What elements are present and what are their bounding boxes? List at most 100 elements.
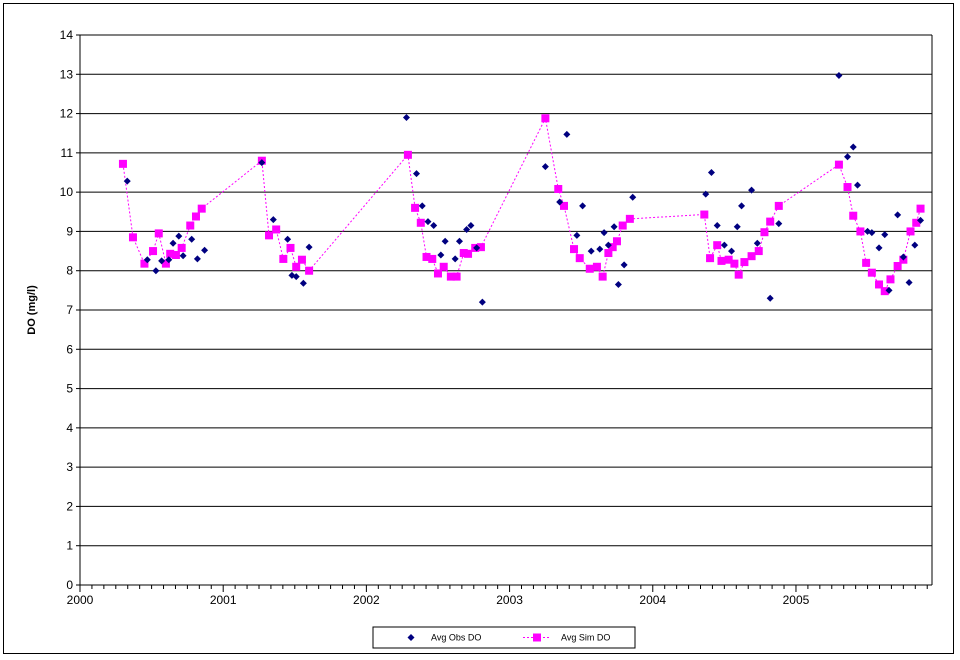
data-point-avg-sim-do xyxy=(197,204,206,213)
data-point-avg-sim-do xyxy=(559,201,568,210)
data-point-avg-obs-do xyxy=(713,222,721,230)
data-point-avg-sim-do xyxy=(272,225,281,234)
data-point-avg-obs-do xyxy=(738,202,746,210)
data-point-avg-sim-do xyxy=(906,227,915,236)
data-point-avg-obs-do xyxy=(299,279,307,287)
data-point-avg-sim-do xyxy=(171,251,180,259)
data-point-avg-sim-do xyxy=(161,259,170,268)
data-point-avg-obs-do xyxy=(579,202,587,210)
x-tick-label: 2001 xyxy=(210,593,237,607)
data-point-avg-obs-do xyxy=(292,273,300,281)
data-point-avg-sim-do xyxy=(118,159,127,168)
data-point-avg-obs-do xyxy=(766,294,774,302)
x-tick-label: 2004 xyxy=(639,593,666,607)
data-point-avg-sim-do xyxy=(893,262,902,270)
data-point-avg-obs-do xyxy=(179,252,187,260)
data-point-avg-sim-do xyxy=(428,254,437,263)
data-point-avg-obs-do xyxy=(720,241,728,249)
data-point-avg-sim-do xyxy=(585,264,594,273)
y-tick-label: 5 xyxy=(66,382,73,396)
data-point-avg-obs-do xyxy=(775,220,783,228)
data-point-avg-obs-do xyxy=(556,198,564,206)
data-point-avg-sim-do xyxy=(575,254,584,263)
data-point-avg-sim-do xyxy=(439,262,448,271)
data-point-avg-obs-do xyxy=(587,247,595,255)
x-tick-label: 2003 xyxy=(496,593,523,607)
data-point-avg-sim-do xyxy=(604,249,613,258)
y-tick-label: 1 xyxy=(66,539,73,553)
data-point-avg-obs-do xyxy=(402,114,410,121)
data-point-avg-sim-do xyxy=(625,214,634,223)
data-point-avg-obs-do xyxy=(748,186,756,194)
data-point-avg-sim-do xyxy=(416,218,425,227)
data-point-avg-obs-do xyxy=(424,218,432,226)
data-point-avg-sim-do xyxy=(279,254,288,263)
data-point-avg-sim-do xyxy=(191,212,200,221)
x-tick-label: 2005 xyxy=(783,593,810,607)
data-point-avg-obs-do xyxy=(541,163,549,171)
data-point-avg-obs-do xyxy=(854,181,862,189)
data-point-avg-obs-do xyxy=(614,280,622,288)
data-point-avg-sim-do xyxy=(916,204,925,213)
data-point-avg-obs-do xyxy=(152,267,160,275)
data-point-avg-sim-do xyxy=(754,247,763,256)
data-point-avg-sim-do xyxy=(734,270,743,279)
data-point-avg-obs-do xyxy=(881,231,889,239)
data-point-avg-sim-do xyxy=(608,243,617,252)
data-point-avg-obs-do xyxy=(418,202,426,210)
series-line-avg-sim-do xyxy=(122,116,921,292)
data-point-avg-obs-do xyxy=(573,231,581,239)
data-point-avg-sim-do xyxy=(730,259,739,268)
data-point-avg-obs-do xyxy=(451,255,459,263)
data-point-avg-sim-do xyxy=(265,231,274,240)
data-point-avg-sim-do xyxy=(177,243,186,252)
data-point-avg-sim-do xyxy=(452,272,461,281)
y-tick-label: 14 xyxy=(60,28,74,42)
data-point-avg-obs-do xyxy=(885,286,893,294)
legend-marker-avg-sim-do xyxy=(533,633,541,642)
y-tick-label: 10 xyxy=(60,185,74,199)
data-point-avg-obs-do xyxy=(455,237,463,245)
data-point-avg-sim-do xyxy=(422,252,431,261)
data-point-avg-sim-do xyxy=(403,150,412,159)
data-point-avg-sim-do xyxy=(747,252,756,261)
data-point-avg-sim-do xyxy=(541,114,550,123)
y-tick-label: 6 xyxy=(66,342,73,356)
data-point-avg-sim-do xyxy=(464,249,473,258)
data-point-avg-obs-do xyxy=(753,239,761,247)
data-point-avg-obs-do xyxy=(473,244,481,252)
data-point-avg-obs-do xyxy=(707,169,715,176)
x-tick-label: 2000 xyxy=(67,593,94,607)
data-point-avg-sim-do xyxy=(706,254,715,263)
data-point-avg-obs-do xyxy=(849,143,857,151)
data-point-avg-sim-do xyxy=(862,258,871,267)
data-point-avg-sim-do xyxy=(592,262,601,271)
y-tick-label: 0 xyxy=(66,578,73,592)
data-point-avg-sim-do xyxy=(856,227,865,236)
y-tick-label: 11 xyxy=(61,146,74,160)
y-tick-label: 4 xyxy=(66,421,73,435)
data-point-avg-obs-do xyxy=(868,229,876,237)
data-point-avg-sim-do xyxy=(886,275,895,284)
data-point-avg-sim-do xyxy=(476,243,485,252)
y-tick-label: 12 xyxy=(60,107,74,121)
data-point-avg-sim-do xyxy=(880,287,889,296)
data-point-avg-sim-do xyxy=(166,249,175,258)
data-point-avg-sim-do xyxy=(766,217,775,226)
data-point-avg-obs-do xyxy=(143,256,151,264)
data-point-avg-sim-do xyxy=(875,280,884,289)
data-point-avg-obs-do xyxy=(467,222,475,230)
data-point-avg-sim-do xyxy=(598,272,607,281)
data-point-avg-obs-do xyxy=(437,251,445,259)
data-point-avg-sim-do xyxy=(849,211,858,220)
data-point-avg-obs-do xyxy=(169,239,177,247)
data-point-avg-obs-do xyxy=(894,211,902,219)
legend-marker-avg-obs-do xyxy=(407,634,415,641)
data-point-avg-obs-do xyxy=(620,261,628,269)
data-point-avg-sim-do xyxy=(760,228,769,237)
legend-label-avg-obs-do: Avg Obs DO xyxy=(431,633,481,643)
data-point-avg-obs-do xyxy=(284,235,292,243)
data-point-avg-obs-do xyxy=(175,232,183,240)
data-point-avg-obs-do xyxy=(911,241,919,249)
